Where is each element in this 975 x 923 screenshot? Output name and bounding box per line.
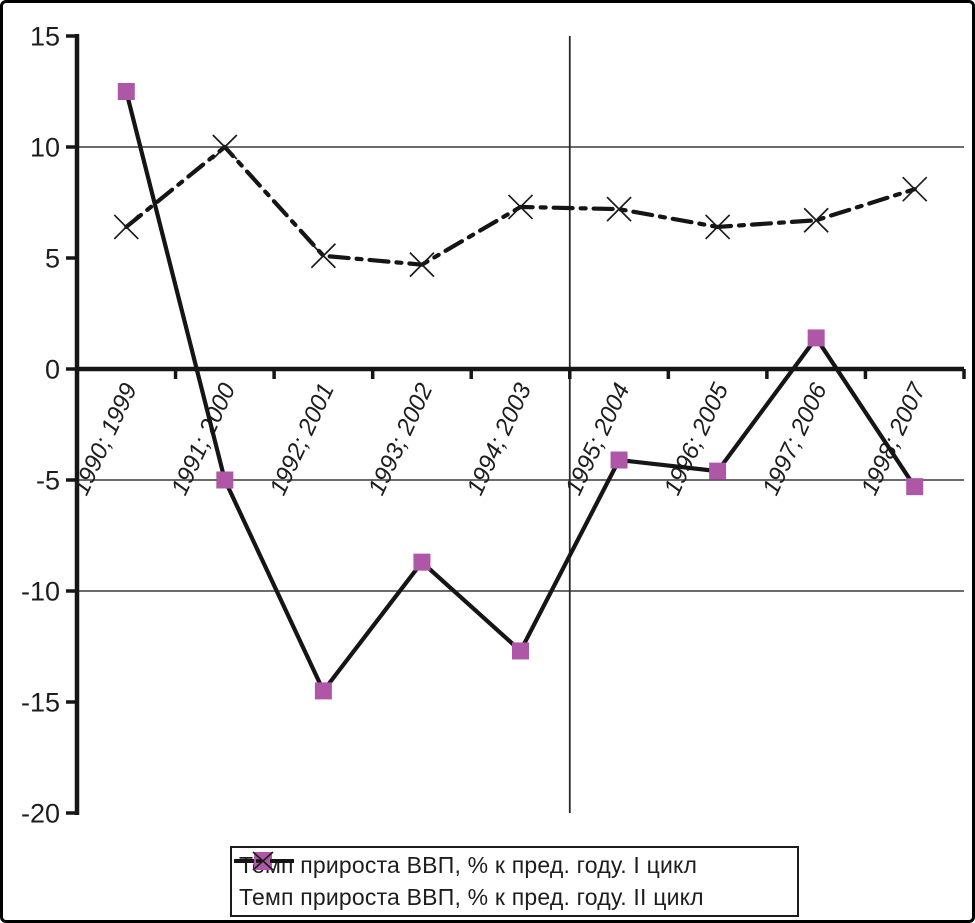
x-category-label-3: 1992; 2001 <box>265 379 340 499</box>
x-category-label-6: 1995; 2004 <box>560 379 635 499</box>
x-category-label-4: 1993; 2002 <box>363 379 438 499</box>
series2-marker-8-b <box>803 207 829 233</box>
series1-marker-9 <box>906 478 924 496</box>
legend-entry-cycle2: Темп прироста ВВП, % к пред. году. II ци… <box>234 851 797 913</box>
legend-sample-dashdot-x-icon <box>234 851 294 871</box>
series1-marker-3 <box>314 682 332 700</box>
x-category-label-7: 1996; 2005 <box>659 379 735 500</box>
series2-marker-7-b <box>705 214 731 240</box>
series2-marker-6-b <box>606 196 632 222</box>
series1-marker-6 <box>610 451 628 469</box>
series1-marker-5 <box>512 642 529 660</box>
y-tick-label--5: -5 <box>36 466 60 496</box>
y-tick-label-5: 5 <box>45 244 60 274</box>
series1-marker-2 <box>216 471 234 489</box>
x-category-label-8: 1997; 2006 <box>757 379 833 500</box>
y-tick-label--15: -15 <box>21 688 60 718</box>
series1-marker-1 <box>117 83 135 100</box>
series2-marker-1-b <box>113 214 139 240</box>
series2-marker-4-b <box>409 252 435 278</box>
y-tick-label-10: 10 <box>30 133 60 163</box>
series1-marker-4 <box>413 553 431 571</box>
y-tick-label-0: 0 <box>45 355 60 385</box>
y-tick-label--10: -10 <box>21 577 60 607</box>
legend-entry-cycle1: Темп прироста ВВП, % к пред. году. I цик… <box>234 850 797 880</box>
series2-marker-9-b <box>902 176 928 202</box>
legend-label-cycle1: Темп прироста ВВП, % к пред. году. I цик… <box>239 851 698 878</box>
y-tick-label-15: 15 <box>30 22 60 52</box>
series1-marker-8 <box>807 329 825 347</box>
series2-marker-3-b <box>310 243 336 269</box>
series2-marker-5-b <box>507 194 534 220</box>
legend: Темп прироста ВВП, % к пред. году. I цик… <box>230 846 799 917</box>
x-category-label-5: 1994; 2003 <box>462 379 538 500</box>
series1-marker-7 <box>709 462 727 480</box>
y-tick-label--20: -20 <box>21 799 60 829</box>
series2-marker-2-b <box>212 134 238 160</box>
legend-label-cycle2: Темп прироста ВВП, % к пред. году. II ци… <box>239 884 704 911</box>
